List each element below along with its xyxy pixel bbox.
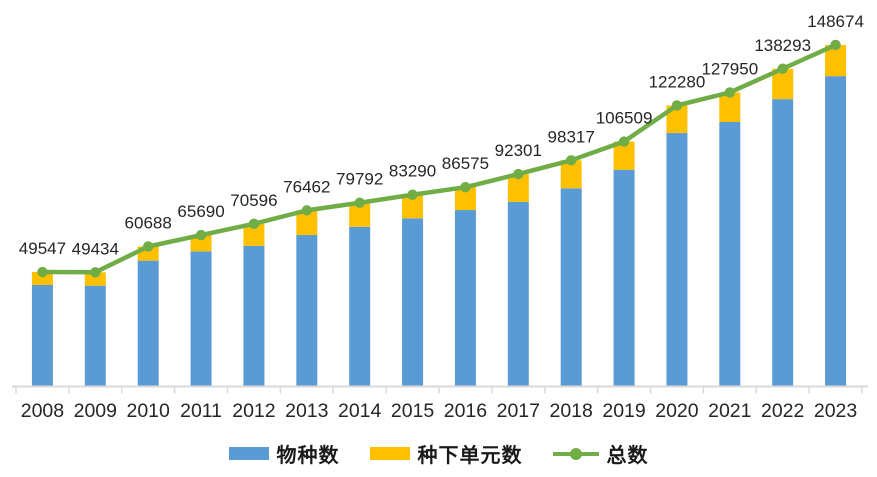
total-marker-2009	[90, 267, 101, 278]
total-label-2008: 49547	[19, 239, 66, 258]
legend-item-total: 总数	[552, 439, 649, 468]
bar-infraspecific-2023	[825, 44, 847, 77]
bar-species-2010	[137, 260, 159, 386]
bars	[31, 44, 847, 386]
bar-infraspecific-2013	[296, 210, 318, 236]
bar-infraspecific-2016	[454, 187, 476, 211]
x-axis-labels: 2008 2009 2010 2011 2012 2013 2014 2015 2016 2017…	[21, 400, 858, 422]
plot-area: 49547 49434 60688 65690 70596 76462 79792 83290…	[12, 12, 868, 422]
bar-infraspecific-2015	[402, 194, 424, 219]
bar-species-2019	[613, 169, 635, 386]
total-marker-2012	[248, 218, 260, 230]
total-marker-2021	[724, 87, 736, 98]
total-label-2016: 86575	[442, 154, 489, 173]
species-swatch-icon	[228, 447, 269, 460]
total-marker-2020	[671, 100, 683, 111]
bar-species-2015	[402, 218, 424, 386]
x-label-2019: 2019	[602, 400, 645, 422]
bar-infraspecific-2017	[507, 174, 529, 202]
bar-infraspecific-2009	[84, 272, 106, 286]
bar-species-2021	[719, 121, 741, 386]
total-legend-label: 总数	[606, 445, 649, 467]
total-label-2021: 127950	[701, 59, 758, 78]
total-label-2022: 138293	[754, 36, 811, 55]
x-label-2015: 2015	[391, 400, 435, 422]
bar-species-2013	[296, 235, 318, 386]
bar-species-2014	[349, 226, 371, 386]
bar-species-2008	[31, 284, 53, 386]
bar-infraspecific-2018	[560, 160, 582, 189]
x-label-2016: 2016	[444, 400, 487, 422]
bar-infraspecific-2014	[349, 202, 371, 227]
total-marker-2019	[618, 136, 630, 147]
infraspecific-legend-label: 种下单元数	[417, 445, 523, 467]
total-marker-2010	[142, 241, 154, 252]
total-label-2017: 92301	[495, 141, 542, 160]
bar-infraspecific-2011	[190, 235, 212, 252]
bar-species-2016	[454, 210, 476, 386]
x-axis	[12, 385, 868, 394]
bar-species-2023	[825, 76, 847, 386]
total-markers	[37, 39, 841, 278]
x-label-2023: 2023	[814, 400, 857, 422]
x-label-2013: 2013	[285, 400, 328, 422]
bar-infraspecific-2021	[719, 92, 741, 122]
bar-infraspecific-2012	[243, 223, 265, 246]
x-label-2009: 2009	[74, 400, 117, 422]
x-label-2011: 2011	[180, 400, 222, 422]
legend-item-species: 物种数	[228, 439, 340, 468]
bar-infraspecific-2020	[666, 105, 688, 134]
total-marker-2016	[460, 182, 471, 193]
x-label-2020: 2020	[655, 400, 699, 422]
x-label-2021: 2021	[708, 400, 751, 422]
total-marker-2022	[777, 63, 788, 74]
total-marker-2018	[565, 155, 577, 166]
total-marker-2014	[354, 197, 365, 208]
bar-species-2020	[666, 133, 688, 386]
x-label-2010: 2010	[126, 400, 170, 422]
bar-infraspecific-2019	[613, 141, 635, 170]
total-label-2011: 65690	[177, 202, 224, 221]
total-label-2018: 98317	[548, 127, 595, 146]
bar-species-2011	[190, 251, 212, 386]
bar-infraspecific-2022	[772, 68, 794, 100]
total-line-swatch-icon	[552, 447, 599, 460]
total-marker-2023	[830, 39, 841, 51]
total-label-2019: 106509	[596, 109, 653, 128]
total-marker-2017	[513, 168, 524, 180]
x-label-2017: 2017	[497, 400, 540, 422]
total-line	[40, 42, 838, 275]
x-label-2014: 2014	[338, 400, 382, 422]
total-marker-2008	[37, 266, 48, 278]
bar-species-2012	[243, 245, 265, 386]
total-label-2020: 122280	[649, 72, 706, 91]
total-label-2013: 76462	[283, 177, 330, 196]
x-label-2012: 2012	[232, 400, 275, 422]
total-label-2009: 49434	[72, 239, 119, 258]
x-label-2008: 2008	[21, 400, 64, 422]
total-label-2014: 79792	[336, 170, 383, 189]
bar-species-2022	[772, 99, 794, 386]
total-label-2010: 60688	[125, 213, 172, 232]
bar-species-2009	[84, 285, 106, 386]
legend: 物种数 种下单元数 总数	[0, 439, 877, 468]
x-label-2022: 2022	[761, 400, 804, 422]
species-legend-label: 物种数	[276, 445, 340, 467]
total-marker-2015	[407, 189, 418, 200]
total-marker-2013	[301, 205, 313, 216]
total-labels: 49547 49434 60688 65690 70596 76462 79792 83290…	[19, 12, 864, 258]
total-label-2023: 148674	[807, 12, 864, 31]
bar-species-2017	[507, 201, 529, 386]
infraspecific-swatch-icon	[369, 447, 410, 460]
x-label-2018: 2018	[549, 400, 592, 422]
total-label-2012: 70596	[230, 191, 277, 210]
legend-item-infraspecific: 种下单元数	[369, 439, 523, 468]
total-label-2015: 83290	[389, 162, 436, 181]
bar-infraspecific-2008	[31, 272, 53, 285]
bar-species-2018	[560, 188, 582, 386]
total-marker-2011	[195, 229, 207, 241]
